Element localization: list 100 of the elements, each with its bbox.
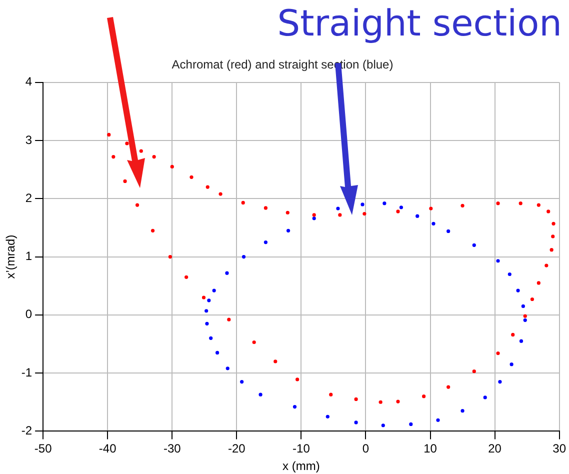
point — [326, 414, 330, 418]
point — [139, 149, 143, 153]
point — [218, 192, 222, 196]
point — [336, 206, 340, 210]
point — [190, 175, 194, 179]
point — [409, 422, 413, 426]
point — [446, 229, 450, 234]
point — [112, 155, 116, 159]
x-tick-label: 0 — [362, 442, 370, 456]
point — [152, 155, 156, 159]
point — [422, 394, 426, 398]
point — [460, 204, 464, 208]
point — [416, 214, 420, 218]
point — [286, 228, 290, 232]
point — [264, 206, 268, 210]
point — [523, 314, 527, 318]
x-tick-label: 20 — [488, 442, 502, 456]
x-tick-label: 30 — [552, 442, 566, 456]
point — [209, 336, 213, 340]
point — [286, 210, 290, 214]
point — [329, 392, 333, 396]
point — [292, 404, 297, 409]
x-tick-label: -10 — [292, 442, 310, 456]
point — [241, 200, 245, 205]
point — [399, 206, 404, 210]
point — [312, 213, 316, 217]
point — [354, 397, 358, 402]
point — [168, 255, 172, 259]
point — [508, 272, 512, 276]
y-tick-label: 3 — [25, 132, 32, 147]
point — [511, 332, 515, 336]
point — [135, 203, 140, 207]
point — [381, 424, 385, 428]
y-tick-label: 0 — [25, 307, 32, 322]
point — [207, 298, 211, 302]
point — [516, 288, 520, 292]
point — [382, 202, 386, 206]
point — [123, 179, 127, 184]
point — [206, 185, 210, 189]
x-tick-label: 10 — [424, 442, 438, 456]
point — [226, 366, 230, 370]
point — [252, 340, 256, 344]
point — [360, 202, 364, 206]
point — [204, 309, 208, 313]
point — [184, 275, 188, 279]
point — [378, 400, 382, 404]
x-tick-label: -20 — [228, 442, 246, 456]
point — [296, 378, 300, 382]
point — [432, 222, 436, 226]
point — [536, 203, 540, 207]
point — [107, 132, 111, 137]
point — [498, 380, 502, 384]
point — [436, 418, 440, 422]
y-tick-label: -2 — [21, 424, 32, 438]
point — [472, 243, 476, 247]
point — [170, 164, 174, 168]
point — [216, 350, 220, 355]
point — [312, 216, 316, 220]
x-tick-label: -30 — [163, 442, 182, 456]
point — [125, 142, 129, 146]
point — [205, 322, 209, 326]
point — [264, 240, 268, 244]
point — [496, 259, 500, 263]
point — [227, 318, 231, 322]
point — [429, 206, 433, 210]
y-tick-label: 1 — [25, 249, 32, 264]
point — [483, 396, 487, 400]
text: Straight section — [277, 3, 562, 44]
point — [354, 420, 358, 424]
y-tick-label: -1 — [21, 365, 32, 380]
point — [225, 271, 229, 275]
x-axis-title: x (mm) — [282, 459, 320, 474]
point — [274, 360, 278, 364]
point — [212, 288, 216, 292]
point — [460, 409, 464, 413]
point — [552, 222, 556, 226]
point — [446, 385, 450, 389]
point — [550, 248, 554, 252]
point — [202, 296, 206, 300]
y-tick-label: 4 — [25, 74, 32, 89]
x-tick-label: -50 — [34, 442, 52, 456]
point — [362, 212, 366, 216]
point — [496, 352, 500, 356]
y-tick-label: 2 — [25, 190, 32, 205]
y-axis-title: x’(mrad) — [4, 234, 18, 279]
point — [530, 297, 534, 302]
point — [396, 400, 400, 404]
point — [521, 304, 525, 308]
point — [518, 202, 522, 206]
point — [150, 228, 155, 232]
point — [240, 380, 244, 384]
point — [472, 370, 476, 374]
point — [519, 339, 524, 343]
point — [496, 202, 500, 206]
point — [544, 264, 548, 268]
x-tick-label: -40 — [98, 442, 117, 456]
point — [546, 210, 550, 214]
point — [510, 362, 514, 366]
point — [523, 318, 527, 322]
point — [536, 281, 540, 285]
